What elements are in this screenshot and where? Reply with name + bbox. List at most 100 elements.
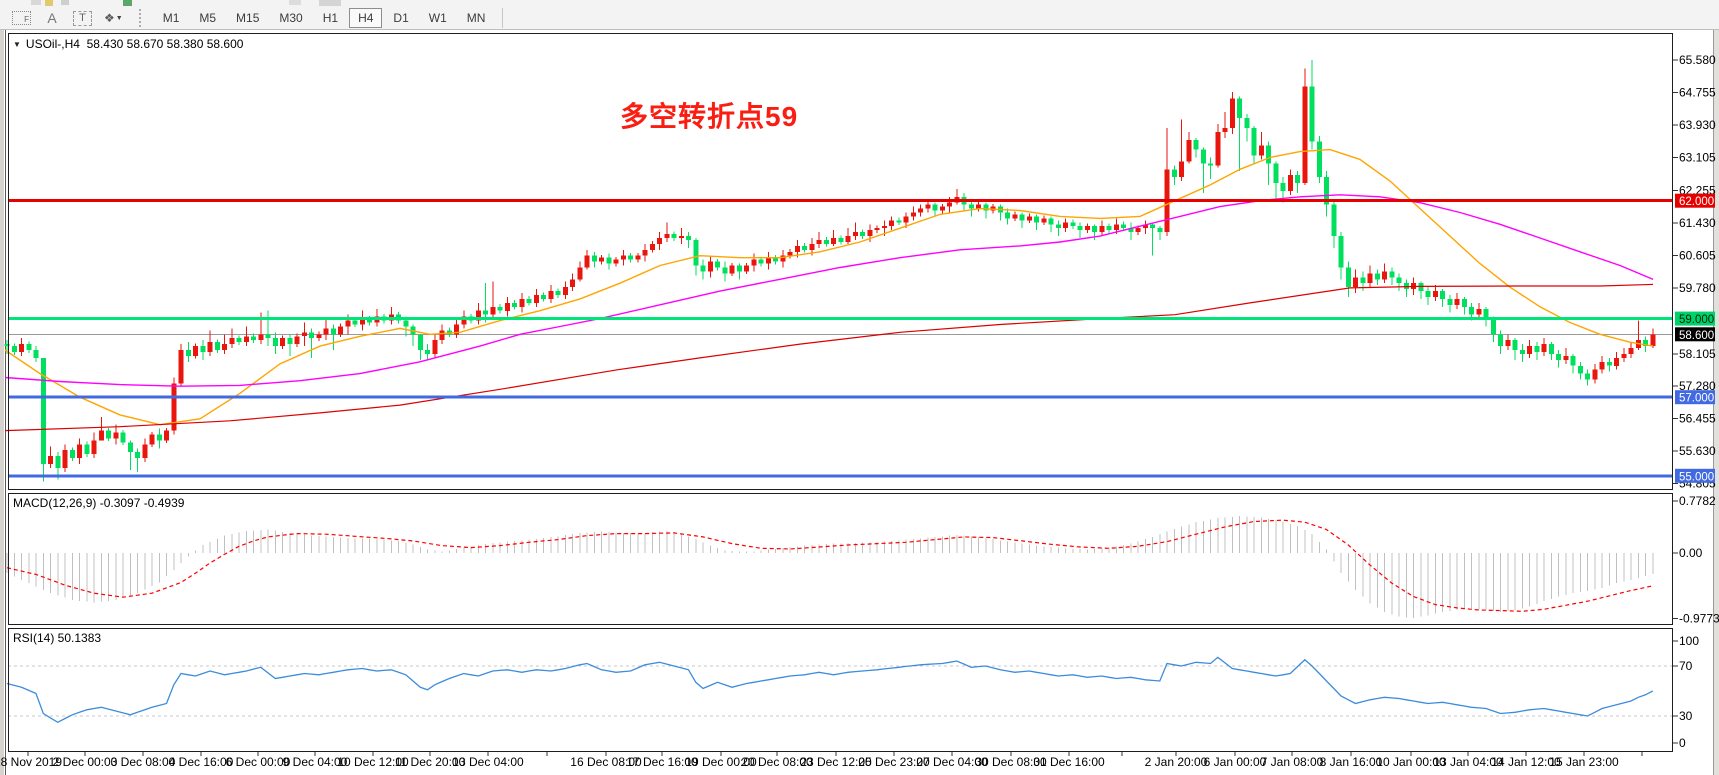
main-chart-panel <box>8 33 1673 490</box>
svg-text:55.000: 55.000 <box>1679 471 1714 483</box>
time-axis-label: 31 Dec 16:00 <box>1033 755 1105 769</box>
tf-button-h4[interactable]: H4 <box>349 8 383 28</box>
toolbar-row: F A T ❖ ▼ M1 M5 M15 M30 H1 H4 D1 W1 MN <box>6 0 1719 29</box>
rsi-axis-label: 30 <box>1679 709 1693 723</box>
time-axis-label: 8 Jan 16:00 <box>1320 755 1383 769</box>
price-axis-label: 64.755 <box>1679 85 1716 99</box>
svg-text:59.000: 59.000 <box>1679 314 1714 326</box>
tf-button-h1[interactable]: H1 <box>314 8 347 28</box>
window-right-edge <box>1714 29 1719 775</box>
template-grid-icon[interactable]: F <box>12 11 31 25</box>
macd-histogram <box>6 516 1654 618</box>
time-axis-label: 27 Dec 04:00 <box>916 755 988 769</box>
chart-annotation-text: 多空转折点59 <box>620 101 799 132</box>
macd-axis-label: 0.00 <box>1679 546 1703 560</box>
cropped-toolbar-row-fragment <box>31 0 41 5</box>
time-axis-label: 13 Jan 04:00 <box>1433 755 1503 769</box>
macd-panel <box>8 493 1673 625</box>
tf-button-d1[interactable]: D1 <box>384 8 417 28</box>
price-axis-label: 57.280 <box>1679 379 1716 393</box>
price-badge-59.000: 59.000 <box>1675 311 1715 326</box>
time-axis-label: 30 Dec 08:00 <box>975 755 1047 769</box>
symbol-title: ▼ USOil-,H4 58.430 58.670 58.380 58.600 <box>13 37 243 51</box>
toolbar: F A T ❖ ▼ M1 M5 M15 M30 H1 H4 D1 W1 MN <box>0 0 1719 30</box>
time-axis-label: 28 Nov 2019 <box>0 755 62 769</box>
price-badge-58.600: 58.600 <box>1675 327 1715 342</box>
rsi-panel <box>8 628 1673 752</box>
time-axis-label: 17 Dec 16:00 <box>626 755 698 769</box>
time-axis-label: 23 Dec 12:00 <box>800 755 872 769</box>
text-box-icon[interactable]: T <box>73 10 92 26</box>
price-axis-label: 60.605 <box>1679 249 1716 263</box>
price-axis-label: 59.780 <box>1679 281 1716 295</box>
panel-backgrounds[interactable] <box>8 33 1673 752</box>
chart-canvas[interactable]: 65.58064.75563.93063.10562.25561.43060.6… <box>0 29 1719 775</box>
time-axis-label: 2 Dec 00:00 <box>53 755 118 769</box>
price-axis-label: 55.630 <box>1679 444 1716 458</box>
cropped-toolbar-row-fragment <box>289 0 301 5</box>
cropped-toolbar-row-fragment <box>61 0 69 5</box>
symbol-dropdown-icon[interactable]: ▼ <box>13 40 21 49</box>
time-axis-label: 3 Dec 08:00 <box>111 755 176 769</box>
macd-axis-label: -0.9773 <box>1679 612 1719 626</box>
svg-text:58.600: 58.600 <box>1679 330 1714 342</box>
time-axis-label: 6 Jan 00:00 <box>1204 755 1267 769</box>
time-axis-label: 15 Jan 23:00 <box>1549 755 1619 769</box>
marker-dropdown-caret-icon[interactable]: ▼ <box>115 14 123 22</box>
time-axis-label: 14 Jan 12:00 <box>1491 755 1561 769</box>
rsi-indicator-label: RSI(14) 50.1383 <box>13 631 102 645</box>
ma-mid-line <box>4 194 1654 387</box>
rsi-axis-label: 100 <box>1679 634 1699 648</box>
time-axis-label: 6 Dec 00:00 <box>226 755 291 769</box>
cropped-toolbar-row-fragment <box>123 0 132 6</box>
svg-text:57.000: 57.000 <box>1679 393 1714 405</box>
time-axis-label: 7 Jan 08:00 <box>1261 755 1324 769</box>
time-axis-label: 25 Dec 23:00 <box>858 755 930 769</box>
text-label-icon[interactable]: A <box>47 10 57 26</box>
symbol-name: USOil-,H4 <box>25 37 80 51</box>
price-axis-label: 61.430 <box>1679 216 1716 230</box>
cropped-toolbar-row-fragment <box>45 0 53 6</box>
symbol-ohlc-quotes: 58.430 58.670 58.380 58.600 <box>86 37 244 51</box>
toolbar-drag-grip[interactable] <box>138 9 145 27</box>
toolbar-separator <box>502 8 504 28</box>
tf-button-m30[interactable]: M30 <box>270 8 311 28</box>
tf-button-m5[interactable]: M5 <box>190 8 225 28</box>
price-badge-55.000: 55.000 <box>1675 468 1715 483</box>
svg-text:62.000: 62.000 <box>1679 196 1714 208</box>
time-axis-label: 9 Dec 04:00 <box>283 755 348 769</box>
macd-axis-label: 0.7782 <box>1679 494 1716 508</box>
time-axis-label: 13 Dec 04:00 <box>452 755 524 769</box>
rsi-line <box>6 656 1654 724</box>
tf-button-m15[interactable]: M15 <box>227 8 268 28</box>
marker-tools-icon[interactable]: ❖ <box>104 11 115 25</box>
tf-button-mn[interactable]: MN <box>458 8 495 28</box>
window-left-edge <box>0 29 4 775</box>
macd-indicator-label: MACD(12,26,9) -0.3097 -0.4939 <box>13 496 185 510</box>
rsi-axis[interactable]: 100 70 30 0 <box>1673 634 1699 750</box>
macd-axis[interactable]: 0.7782 0.00 -0.9773 <box>1673 494 1719 626</box>
tf-button-w1[interactable]: W1 <box>420 8 456 28</box>
ma-fast-line <box>4 148 1654 426</box>
price-axis-label: 63.930 <box>1679 118 1716 132</box>
time-axis-label: 10 Jan 00:00 <box>1376 755 1446 769</box>
time-axis-label: 19 Dec 00:00 <box>685 755 757 769</box>
candles-layer <box>4 60 1656 482</box>
price-axis-label: 65.580 <box>1679 53 1716 67</box>
rsi-axis-label: 70 <box>1679 659 1693 673</box>
time-axis-label: 16 Dec 08:00 <box>570 755 642 769</box>
time-axis-label: 11 Dec 20:00 <box>395 755 466 769</box>
price-axis[interactable]: 65.58064.75563.93063.10562.25561.43060.6… <box>1673 53 1716 491</box>
time-axis-label: 10 Dec 12:00 <box>337 755 409 769</box>
rsi-axis-label: 0 <box>1679 736 1686 750</box>
price-badge-62.000: 62.000 <box>1675 193 1715 208</box>
cropped-toolbar-row-fragment <box>319 0 341 6</box>
time-axis-label: 20 Dec 08:00 <box>741 755 813 769</box>
price-axis-label: 58.105 <box>1679 347 1716 361</box>
price-badge-57.000: 57.000 <box>1675 390 1715 405</box>
time-axis-label: 2 Jan 20:00 <box>1145 755 1208 769</box>
tf-button-m1[interactable]: M1 <box>154 8 189 28</box>
price-axis-label: 63.105 <box>1679 150 1716 164</box>
